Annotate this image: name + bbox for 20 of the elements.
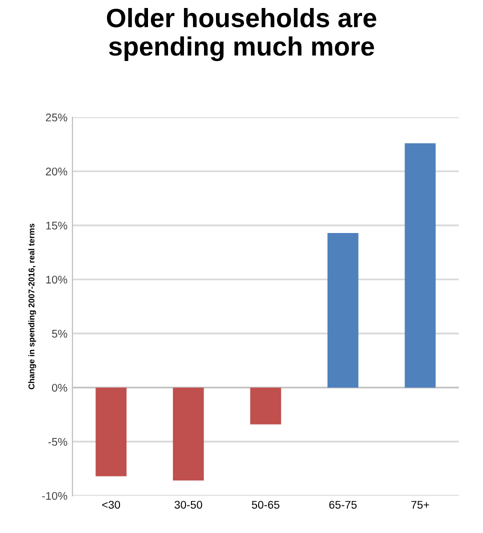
x-tick-label: 75+ (411, 500, 430, 509)
y-tick-label: -5% (48, 438, 68, 446)
y-axis-title: Change in spending 2007-2016, real terms (28, 224, 36, 390)
y-tick-label: 15% (46, 222, 68, 230)
bar (96, 388, 127, 476)
y-tick-label: -10% (42, 492, 68, 500)
bar (172, 388, 204, 481)
x-tick-label: 30-50 (174, 500, 202, 509)
x-tick-label: 65-75 (329, 500, 357, 509)
chart-title: Older households are spending much more (106, 8, 376, 62)
y-tick-label: 20% (46, 168, 68, 176)
y-tick-label: 25% (46, 114, 68, 122)
bar (327, 232, 358, 388)
x-tick-label: 50-65 (252, 500, 280, 509)
y-tick-label: 5% (52, 330, 68, 338)
bar (250, 388, 282, 424)
x-tick-label: <30 (102, 500, 120, 509)
y-tick-label: 0% (52, 384, 68, 392)
y-tick-label: 10% (46, 276, 68, 284)
bar (404, 143, 436, 388)
